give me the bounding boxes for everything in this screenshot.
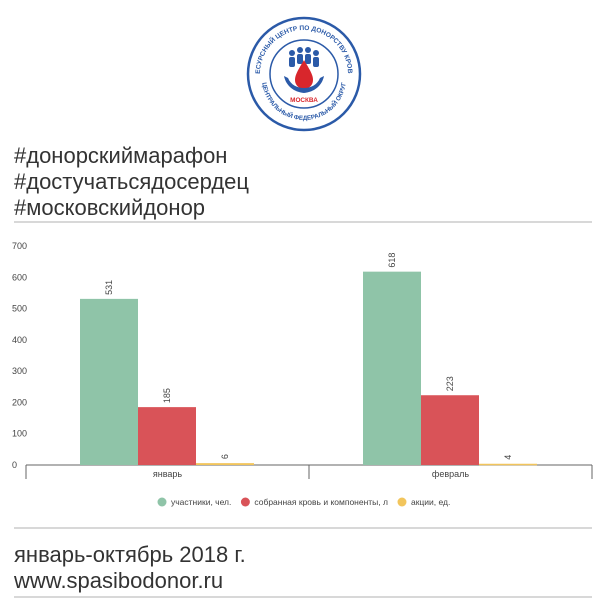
footer-block: январь-октябрь 2018 г. www.spasibodonor.… — [14, 542, 246, 594]
divider-bottom — [14, 596, 592, 598]
legend-label: участники, чел. — [171, 497, 231, 507]
hashtag-1: #донорскиймарафон — [14, 143, 228, 168]
x-category-label: январь — [153, 469, 183, 479]
legend-label: акции, ед. — [411, 497, 450, 507]
bar — [363, 271, 421, 465]
legend-marker — [157, 497, 167, 507]
bar-chart: 0 100 200 300 400 500 600 700 531 185 6 январь 618 22… — [12, 241, 593, 507]
x-category-label: февраль — [432, 469, 469, 479]
y-tick-label: 500 — [12, 304, 27, 314]
bar-value-label: 531 — [104, 280, 114, 295]
divider-middle — [14, 527, 592, 529]
bar-value-label: 618 — [387, 253, 397, 268]
bar-value-label: 6 — [220, 454, 230, 459]
donor-center-logo: РЕСУРСНЫЙ ЦЕНТР ПО ДОНОРСТВУ КРОВИ ЦЕНТР… — [246, 16, 362, 132]
divider-top — [14, 221, 592, 223]
bar — [479, 463, 537, 466]
bar-value-label: 185 — [162, 388, 172, 403]
footer-period: январь-октябрь 2018 г. — [14, 542, 246, 567]
hands-icon — [284, 76, 324, 93]
bar — [196, 463, 254, 465]
legend-label: собранная кровь и компоненты, л — [254, 497, 388, 507]
y-tick-label: 0 — [12, 460, 17, 470]
bar-value-label: 4 — [503, 455, 513, 460]
y-tick-label: 400 — [12, 335, 27, 345]
hashtag-2: #достучатьсядосердец — [14, 169, 250, 194]
bar — [80, 298, 138, 465]
bar — [421, 395, 479, 465]
bar — [138, 407, 196, 465]
legend-marker — [397, 497, 407, 507]
y-tick-label: 300 — [12, 366, 27, 376]
legend-marker — [240, 497, 250, 507]
bar-value-label: 223 — [445, 376, 455, 391]
hashtag-3: #московскийдонор — [14, 195, 206, 220]
people-icon — [289, 47, 319, 67]
y-tick-label: 600 — [12, 272, 27, 282]
y-tick-label: 200 — [12, 397, 27, 407]
footer-url: www.spasibodonor.ru — [14, 568, 224, 593]
y-tick-label: 100 — [12, 429, 27, 439]
blood-drop-icon — [295, 60, 313, 89]
hashtags-block: #донорскиймарафон #достучатьсядосердец #… — [14, 143, 249, 221]
logo-city: МОСКВА — [290, 97, 318, 104]
y-tick-label: 700 — [12, 241, 27, 251]
